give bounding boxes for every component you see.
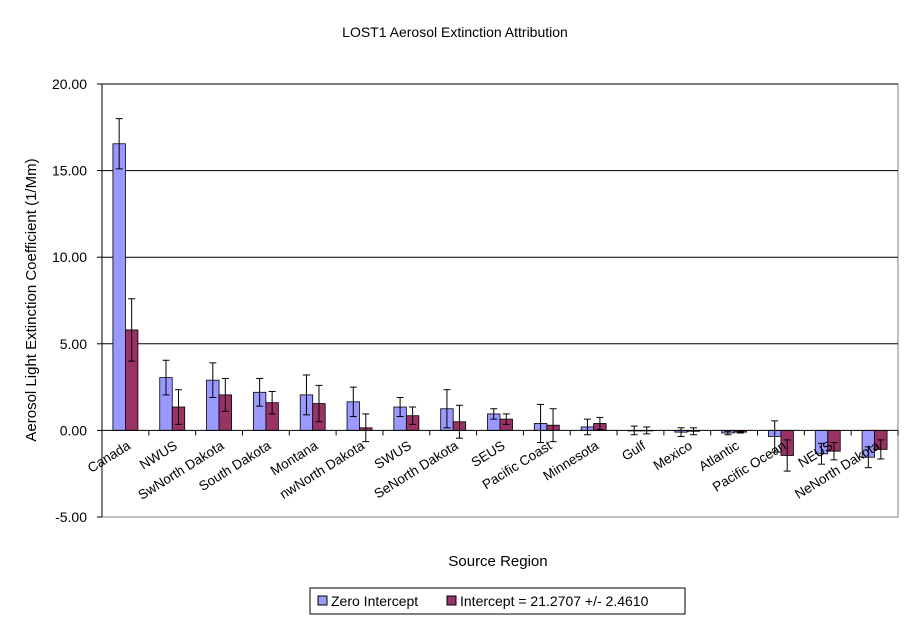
error-bar <box>362 413 370 443</box>
error-bar <box>396 396 404 418</box>
error-bar <box>315 384 323 423</box>
error-bars <box>115 118 885 472</box>
error-bar <box>268 390 276 415</box>
error-bar <box>174 389 182 425</box>
chart-title: LOST1 Aerosol Extinction Attribution <box>342 24 568 40</box>
y-tick-label: 20.00 <box>52 76 87 92</box>
x-axis-title: Source Region <box>448 553 547 570</box>
error-bar <box>115 118 123 170</box>
error-bar <box>455 404 463 439</box>
error-bar <box>736 430 744 434</box>
y-tick-label: 5.00 <box>60 336 87 352</box>
error-bar <box>502 413 510 425</box>
legend: Zero Intercept Intercept = 21.2707 +/- 2… <box>309 587 686 615</box>
legend-label-intercept: Intercept = 21.2707 +/- 2.4610 <box>460 593 649 609</box>
legend-swatch-zero-intercept <box>317 595 328 606</box>
error-bar <box>596 416 604 431</box>
error-bar <box>864 446 872 469</box>
error-bar <box>877 439 885 460</box>
error-bar <box>256 377 264 407</box>
error-bar <box>349 386 357 418</box>
y-tick-label: -5.00 <box>55 509 87 525</box>
plot-area <box>97 83 899 518</box>
error-bar <box>221 377 229 412</box>
error-bar <box>583 418 591 436</box>
error-bar <box>818 442 826 465</box>
bar-zero-intercept <box>112 143 126 431</box>
legend-box <box>309 587 686 615</box>
plot-background <box>101 83 899 518</box>
error-bar <box>128 298 136 362</box>
error-bar <box>783 439 791 472</box>
error-bar <box>490 408 498 420</box>
error-bar <box>409 406 417 425</box>
y-tick-label: 10.00 <box>52 249 87 265</box>
error-bar <box>537 403 545 444</box>
error-bar <box>677 427 685 437</box>
y-tick-label: 0.00 <box>60 422 87 438</box>
error-bar <box>209 362 217 398</box>
error-bar <box>771 420 779 453</box>
y-axis-title: Aerosol Light Extinction Coefficient (1/… <box>23 158 40 441</box>
error-bar <box>724 430 732 436</box>
y-tick-label: 15.00 <box>52 163 87 179</box>
error-bar <box>443 389 451 429</box>
error-bar <box>690 427 698 436</box>
y-tick-labels: 20.00 15.00 10.00 5.00 0.00 -5.00 <box>52 76 87 525</box>
legend-label-zero-intercept: Zero Intercept <box>331 593 418 609</box>
error-bar <box>549 408 557 443</box>
error-bar <box>162 359 170 396</box>
legend-swatch-intercept <box>446 595 457 606</box>
gridlines <box>97 83 898 518</box>
error-bar <box>302 374 310 416</box>
error-bar <box>830 442 838 461</box>
axes <box>101 84 899 517</box>
